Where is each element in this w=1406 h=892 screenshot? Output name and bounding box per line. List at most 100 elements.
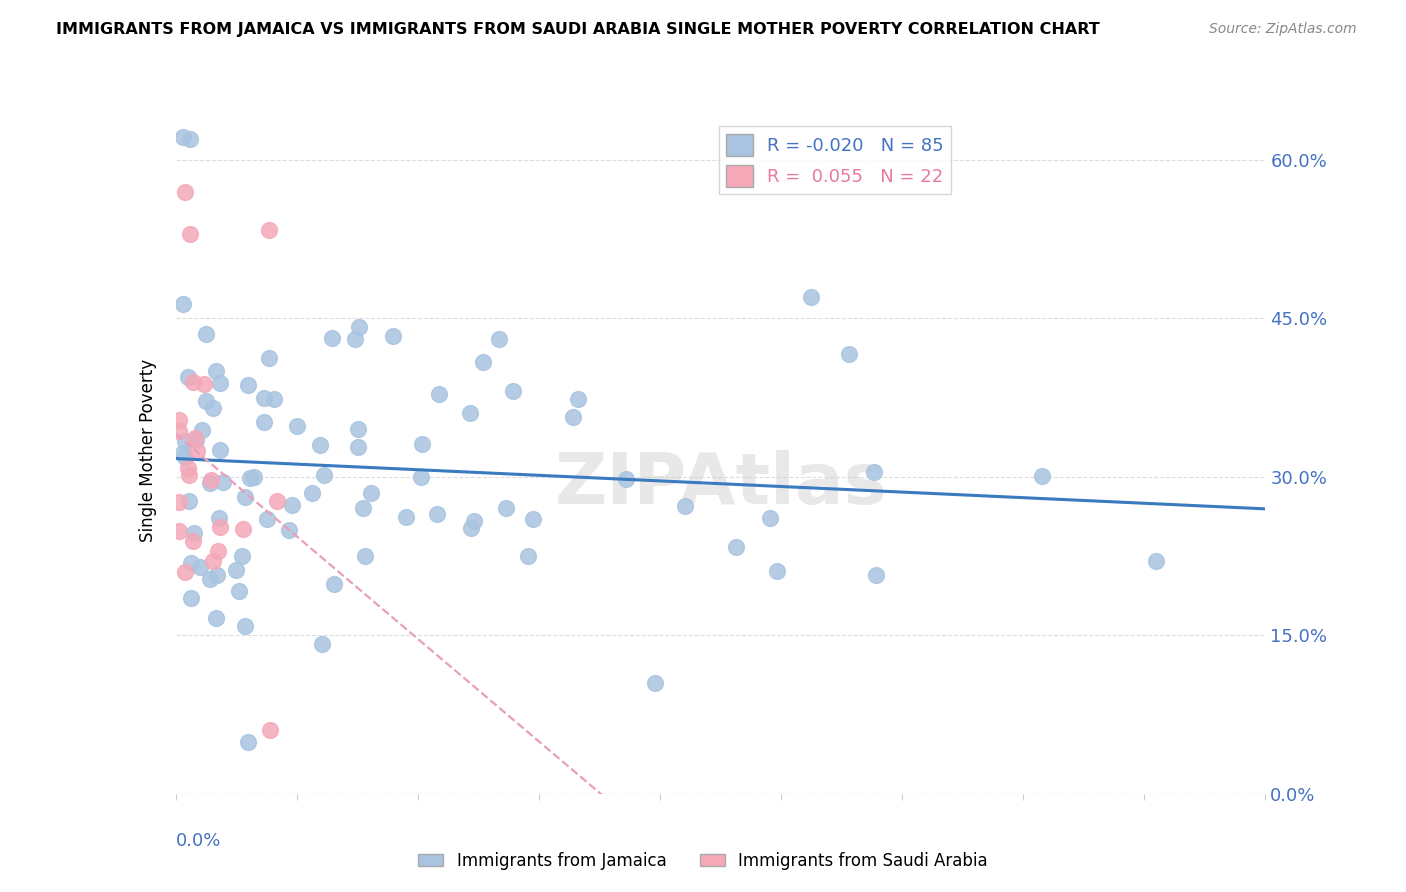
Point [172, 446, 194, 460]
Point [198, 573, 221, 587]
Point [287, 418, 309, 433]
Point [1146, 554, 1168, 568]
Point [725, 540, 748, 554]
Point [186, 444, 208, 458]
Point [173, 565, 195, 579]
Point [181, 375, 204, 389]
Point [209, 442, 232, 457]
Point [562, 409, 585, 424]
Point [322, 577, 344, 591]
Point [472, 355, 495, 369]
Point [183, 431, 205, 445]
Text: Source: ZipAtlas.com: Source: ZipAtlas.com [1209, 22, 1357, 37]
Legend: R = -0.020   N = 85, R =  0.055   N = 22: R = -0.020 N = 85, R = 0.055 N = 22 [718, 127, 952, 194]
Point [321, 331, 343, 345]
Point [301, 486, 323, 500]
Point [174, 450, 197, 465]
Point [202, 554, 225, 568]
Point [463, 515, 485, 529]
Point [238, 378, 260, 392]
Point [172, 129, 194, 144]
Point [352, 500, 374, 515]
Point [838, 347, 860, 361]
Point [567, 392, 589, 407]
Point [231, 549, 253, 563]
Point [179, 227, 201, 241]
Point [190, 423, 212, 437]
Point [266, 493, 288, 508]
Point [800, 290, 823, 304]
Point [200, 474, 222, 488]
Point [644, 676, 666, 690]
Point [188, 560, 211, 574]
Point [311, 637, 333, 651]
Point [1031, 469, 1053, 483]
Point [177, 467, 200, 482]
Point [238, 735, 260, 749]
Point [232, 522, 254, 536]
Point [228, 584, 250, 599]
Point [186, 434, 208, 448]
Point [225, 563, 247, 577]
Point [865, 567, 887, 582]
Point [314, 467, 336, 482]
Point [360, 486, 382, 500]
Point [257, 223, 280, 237]
Point [193, 376, 215, 391]
Point [177, 460, 200, 475]
Point [280, 498, 302, 512]
Point [409, 469, 432, 483]
Point [460, 406, 482, 420]
Point [427, 387, 450, 401]
Point [183, 525, 205, 540]
Point [862, 465, 884, 479]
Point [495, 500, 517, 515]
Point [263, 392, 285, 406]
Point [180, 591, 202, 605]
Point [212, 475, 235, 489]
Point [169, 524, 191, 538]
Point [177, 370, 200, 384]
Point [180, 557, 202, 571]
Point [169, 413, 191, 427]
Point [202, 401, 225, 415]
Point [205, 364, 228, 378]
Point [502, 384, 524, 398]
Point [277, 523, 299, 537]
Point [346, 422, 368, 436]
Point [256, 512, 278, 526]
Legend: Immigrants from Jamaica, Immigrants from Saudi Arabia: Immigrants from Jamaica, Immigrants from… [412, 846, 994, 877]
Point [172, 297, 194, 311]
Text: 0.0%: 0.0% [176, 831, 221, 850]
Point [259, 351, 281, 365]
Y-axis label: Single Mother Poverty: Single Mother Poverty [139, 359, 157, 542]
Point [209, 519, 232, 533]
Point [488, 332, 510, 346]
Point [673, 500, 696, 514]
Point [205, 568, 228, 582]
Point [344, 332, 367, 346]
Point [309, 438, 332, 452]
Point [253, 415, 276, 429]
Point [194, 393, 217, 408]
Point [349, 319, 371, 334]
Point [169, 495, 191, 509]
Point [233, 618, 256, 632]
Text: IMMIGRANTS FROM JAMAICA VS IMMIGRANTS FROM SAUDI ARABIA SINGLE MOTHER POVERTY CO: IMMIGRANTS FROM JAMAICA VS IMMIGRANTS FR… [56, 22, 1099, 37]
Point [179, 132, 201, 146]
Point [205, 611, 228, 625]
Text: ZIPAtlas: ZIPAtlas [554, 450, 887, 519]
Point [395, 510, 418, 524]
Point [426, 508, 449, 522]
Point [766, 565, 789, 579]
Point [381, 329, 404, 343]
Point [207, 544, 229, 558]
Point [259, 723, 281, 738]
Point [353, 549, 375, 563]
Point [614, 472, 637, 486]
Point [522, 511, 544, 525]
Point [233, 490, 256, 504]
Point [759, 511, 782, 525]
Point [173, 185, 195, 199]
Point [253, 391, 276, 405]
